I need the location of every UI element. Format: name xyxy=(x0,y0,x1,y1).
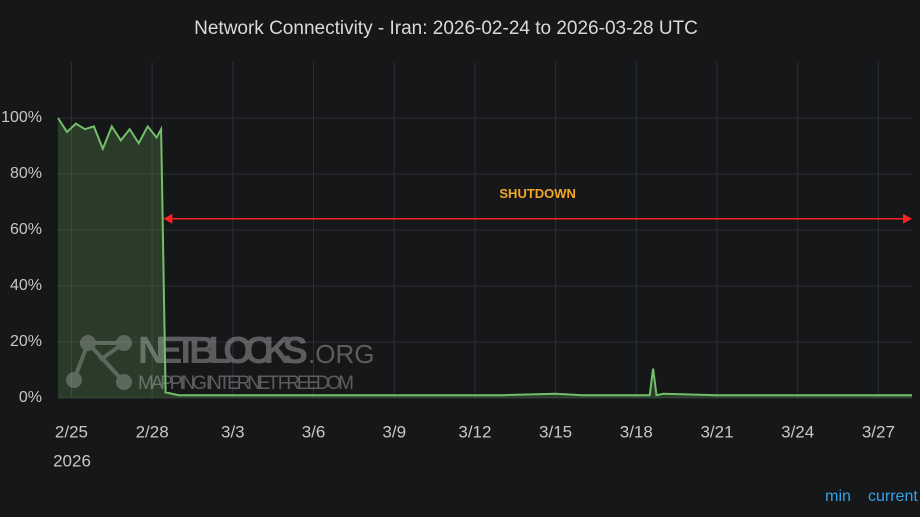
x-tick-label: 2/25 xyxy=(55,422,88,441)
x-year-label: 2026 xyxy=(53,451,91,470)
annotation-label: SHUTDOWN xyxy=(499,186,576,201)
y-tick-label: 80% xyxy=(10,165,42,182)
logo-dot xyxy=(66,372,82,388)
legend-label[interactable]: min xyxy=(825,488,851,505)
y-tick-label: 0% xyxy=(19,389,42,406)
x-tick-label: 3/24 xyxy=(781,422,814,441)
area xyxy=(58,118,912,398)
x-tick-label: 3/21 xyxy=(700,422,733,441)
logo-links xyxy=(72,341,126,384)
line xyxy=(57,117,912,397)
x-tick-label: 3/6 xyxy=(302,422,326,441)
x-tick-label: 3/3 xyxy=(221,422,245,441)
watermark-brand: NETBLOCKS xyxy=(138,330,308,372)
y-tick-label: 20% xyxy=(10,333,42,350)
x-tick-label: 2/28 xyxy=(136,422,169,441)
x-tick-label: 3/18 xyxy=(620,422,653,441)
watermark: NETBLOCKS .ORG MAPPING INTERNET FREEDOM xyxy=(66,330,374,394)
arrow-head xyxy=(903,213,912,224)
watermark-tagline: MAPPING INTERNET FREEDOM xyxy=(138,373,354,394)
x-tick-label: 3/12 xyxy=(458,422,491,441)
x-tick-label: 3/9 xyxy=(382,422,406,441)
x-tick-label: 3/27 xyxy=(862,422,895,441)
arrow-head xyxy=(163,213,173,224)
logo-dot xyxy=(116,335,132,351)
legend-label[interactable]: current xyxy=(868,488,918,505)
y-tick-label: 100% xyxy=(1,109,42,126)
logo-dot xyxy=(80,335,96,351)
y-tick-label: 40% xyxy=(10,277,42,294)
y-tick-label: 60% xyxy=(10,221,42,238)
x-tick-label: 3/15 xyxy=(539,422,572,441)
logo-dot xyxy=(116,374,132,390)
chart-title: Network Connectivity - Iran: 2026-02-24 … xyxy=(194,18,698,39)
watermark-suffix: .ORG xyxy=(308,339,374,369)
